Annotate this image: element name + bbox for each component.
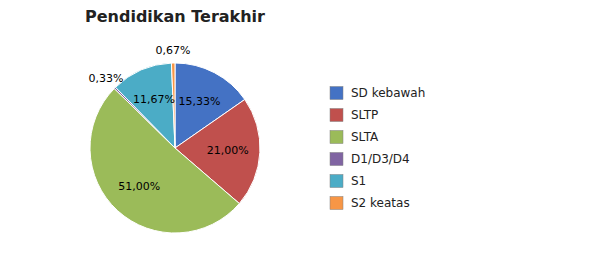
legend-item: SLTP	[330, 108, 378, 122]
legend-swatch	[330, 197, 343, 210]
legend-swatch	[330, 87, 343, 100]
legend-label: S1	[351, 174, 366, 188]
legend-swatch	[330, 109, 343, 122]
data-label: 0,33%	[88, 72, 123, 85]
legend-swatch	[330, 175, 343, 188]
legend-label: SLTP	[351, 108, 378, 122]
legend-swatch	[330, 153, 343, 166]
legend-swatch	[330, 131, 343, 144]
pie	[90, 63, 260, 233]
legend-item: SD kebawah	[330, 86, 425, 100]
slice	[116, 63, 175, 148]
legend: SD kebawah SLTP SLTA D1/D3/D4 S1 S2 keatas	[330, 86, 425, 210]
legend-label: SD kebawah	[351, 86, 425, 100]
legend-item: S1	[330, 174, 366, 188]
chart: Pendidikan Terakhir 15,33% 21,00% 51,00% 0,3…	[0, 0, 589, 254]
legend-label: D1/D3/D4	[351, 152, 410, 166]
data-labels: 15,33% 21,00% 51,00% 0,33% 11,67% 0,67%	[88, 44, 248, 194]
legend-item: D1/D3/D4	[330, 152, 410, 166]
data-label: 21,00%	[207, 144, 249, 157]
legend-item: SLTA	[330, 130, 379, 144]
legend-label: S2 keatas	[351, 196, 410, 210]
title: Pendidikan Terakhir	[85, 7, 265, 26]
legend-item: S2 keatas	[330, 196, 410, 210]
data-label: 11,67%	[133, 93, 175, 106]
data-label: 51,00%	[118, 180, 160, 193]
legend-label: SLTA	[351, 130, 379, 144]
data-label: 15,33%	[178, 95, 220, 108]
data-label: 0,67%	[155, 44, 190, 57]
